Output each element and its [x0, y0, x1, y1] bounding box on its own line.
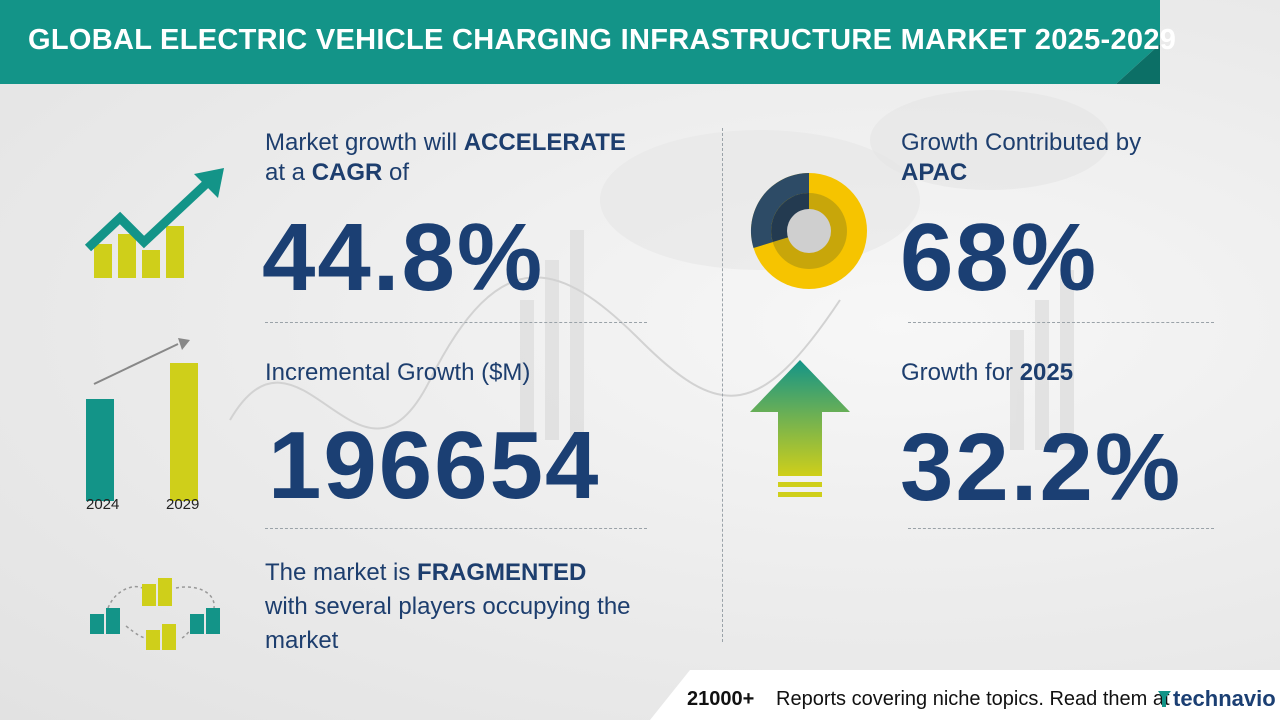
incremental-label: Incremental Growth ($M): [265, 359, 531, 386]
yoy-label: Growth for 2025: [901, 359, 1074, 386]
fragmented-label-line2: with several players occupying the: [265, 593, 631, 620]
technavio-logo-icon[interactable]: [1156, 689, 1172, 709]
incremental-value: 196654: [268, 412, 601, 519]
region-value: 68%: [900, 204, 1099, 311]
region-name: APAC: [901, 159, 968, 186]
cagr-value: 44.8%: [262, 204, 545, 311]
fragmented-label-line3: market: [265, 627, 339, 654]
footer-count: 21000+: [687, 688, 755, 710]
year-label-2024: 2024: [86, 496, 120, 513]
donut-chart-icon: [750, 172, 867, 289]
footer-text: Reports covering niche topics. Read them…: [776, 688, 1170, 710]
title-banner: [0, 0, 1160, 84]
bar-comparison-icon: [86, 338, 198, 501]
vertical-divider: [722, 128, 723, 642]
buildings-network-icon: [90, 578, 220, 650]
divider: [265, 528, 647, 529]
growth-trend-chart-icon: [84, 168, 224, 278]
cagr-label-line1: Market growth will ACCELERATE: [265, 129, 626, 156]
year-label-2029: 2029: [166, 496, 200, 513]
technavio-logo-text[interactable]: technavio: [1173, 686, 1276, 711]
fragmented-label-line1: The market is FRAGMENTED: [265, 559, 587, 586]
divider: [908, 322, 1214, 323]
yoy-value: 32.2%: [900, 414, 1183, 521]
region-label: Growth Contributed by: [901, 129, 1142, 156]
cagr-label-line2: at a CAGR of: [265, 159, 410, 186]
up-arrow-icon: [750, 360, 850, 497]
divider: [265, 322, 647, 323]
page-title: GLOBAL ELECTRIC VEHICLE CHARGING INFRAST…: [28, 24, 1177, 56]
divider: [908, 528, 1214, 529]
footer-bar: [650, 670, 1280, 720]
